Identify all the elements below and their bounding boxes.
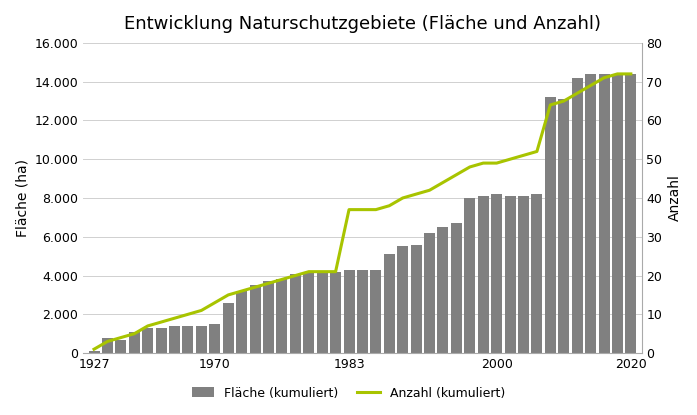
- Bar: [464, 198, 475, 353]
- Bar: [169, 326, 180, 353]
- Line: Anzahl (kumuliert): Anzahl (kumuliert): [94, 74, 631, 349]
- Bar: [263, 281, 274, 353]
- Bar: [558, 99, 569, 353]
- Anzahl (kumuliert): [358, 207, 367, 212]
- Bar: [129, 332, 140, 353]
- Bar: [491, 194, 502, 353]
- Anzahl (kumuliert): [238, 288, 246, 293]
- Anzahl (kumuliert): [157, 320, 165, 325]
- Anzahl (kumuliert): [479, 161, 487, 166]
- Anzahl (kumuliert): [224, 293, 232, 298]
- Anzahl (kumuliert): [385, 203, 394, 208]
- Anzahl (kumuliert): [144, 323, 152, 328]
- Anzahl (kumuliert): [251, 285, 259, 290]
- Bar: [357, 270, 368, 353]
- Anzahl (kumuliert): [573, 91, 581, 96]
- Anzahl (kumuliert): [90, 347, 98, 352]
- Anzahl (kumuliert): [170, 316, 178, 321]
- Bar: [277, 279, 287, 353]
- Anzahl (kumuliert): [331, 269, 339, 274]
- Bar: [303, 272, 314, 353]
- Anzahl (kumuliert): [546, 103, 555, 107]
- Bar: [102, 337, 113, 353]
- Anzahl (kumuliert): [130, 331, 139, 336]
- Bar: [330, 272, 341, 353]
- Bar: [599, 74, 609, 353]
- Anzahl (kumuliert): [439, 180, 447, 185]
- Bar: [477, 196, 489, 353]
- Title: Entwicklung Naturschutzgebiete (Fläche und Anzahl): Entwicklung Naturschutzgebiete (Fläche u…: [124, 15, 601, 33]
- Bar: [518, 196, 529, 353]
- Bar: [424, 233, 435, 353]
- Bar: [344, 270, 355, 353]
- Bar: [209, 324, 220, 353]
- Anzahl (kumuliert): [184, 312, 192, 317]
- Bar: [612, 74, 623, 353]
- Bar: [625, 74, 636, 353]
- Bar: [142, 328, 153, 353]
- Bar: [370, 270, 381, 353]
- Anzahl (kumuliert): [425, 188, 434, 193]
- Bar: [223, 303, 233, 353]
- Anzahl (kumuliert): [197, 308, 206, 313]
- Bar: [316, 272, 328, 353]
- Bar: [250, 285, 261, 353]
- Anzahl (kumuliert): [277, 277, 286, 282]
- Anzahl (kumuliert): [291, 273, 300, 278]
- Bar: [438, 227, 448, 353]
- Anzahl (kumuliert): [586, 83, 595, 88]
- Anzahl (kumuliert): [372, 207, 380, 212]
- Anzahl (kumuliert): [412, 192, 420, 197]
- Anzahl (kumuliert): [560, 98, 568, 103]
- Anzahl (kumuliert): [210, 300, 219, 305]
- Bar: [545, 97, 556, 353]
- Anzahl (kumuliert): [613, 71, 622, 76]
- Anzahl (kumuliert): [318, 269, 326, 274]
- Bar: [290, 273, 301, 353]
- Anzahl (kumuliert): [116, 335, 125, 340]
- Anzahl (kumuliert): [519, 153, 528, 158]
- Anzahl (kumuliert): [345, 207, 353, 212]
- Anzahl (kumuliert): [452, 172, 461, 177]
- Bar: [384, 254, 395, 353]
- Bar: [572, 78, 583, 353]
- Bar: [196, 326, 207, 353]
- Bar: [155, 328, 167, 353]
- Bar: [236, 291, 247, 353]
- Anzahl (kumuliert): [264, 281, 273, 286]
- Anzahl (kumuliert): [627, 71, 635, 76]
- Anzahl (kumuliert): [466, 164, 474, 169]
- Anzahl (kumuliert): [399, 195, 407, 200]
- Anzahl (kumuliert): [305, 269, 313, 274]
- Bar: [585, 74, 596, 353]
- Bar: [89, 351, 100, 353]
- Y-axis label: Fläche (ha): Fläche (ha): [15, 159, 29, 237]
- Bar: [505, 196, 516, 353]
- Anzahl (kumuliert): [533, 149, 541, 154]
- Anzahl (kumuliert): [600, 75, 608, 80]
- Bar: [183, 326, 194, 353]
- Bar: [411, 244, 422, 353]
- Bar: [397, 247, 408, 353]
- Bar: [531, 194, 542, 353]
- Bar: [116, 339, 126, 353]
- Anzahl (kumuliert): [506, 157, 514, 162]
- Y-axis label: Anzahl: Anzahl: [668, 175, 682, 222]
- Anzahl (kumuliert): [493, 161, 501, 166]
- Legend: Fläche (kumuliert), Anzahl (kumuliert): Fläche (kumuliert), Anzahl (kumuliert): [187, 382, 510, 405]
- Bar: [451, 223, 462, 353]
- Anzahl (kumuliert): [103, 339, 112, 344]
